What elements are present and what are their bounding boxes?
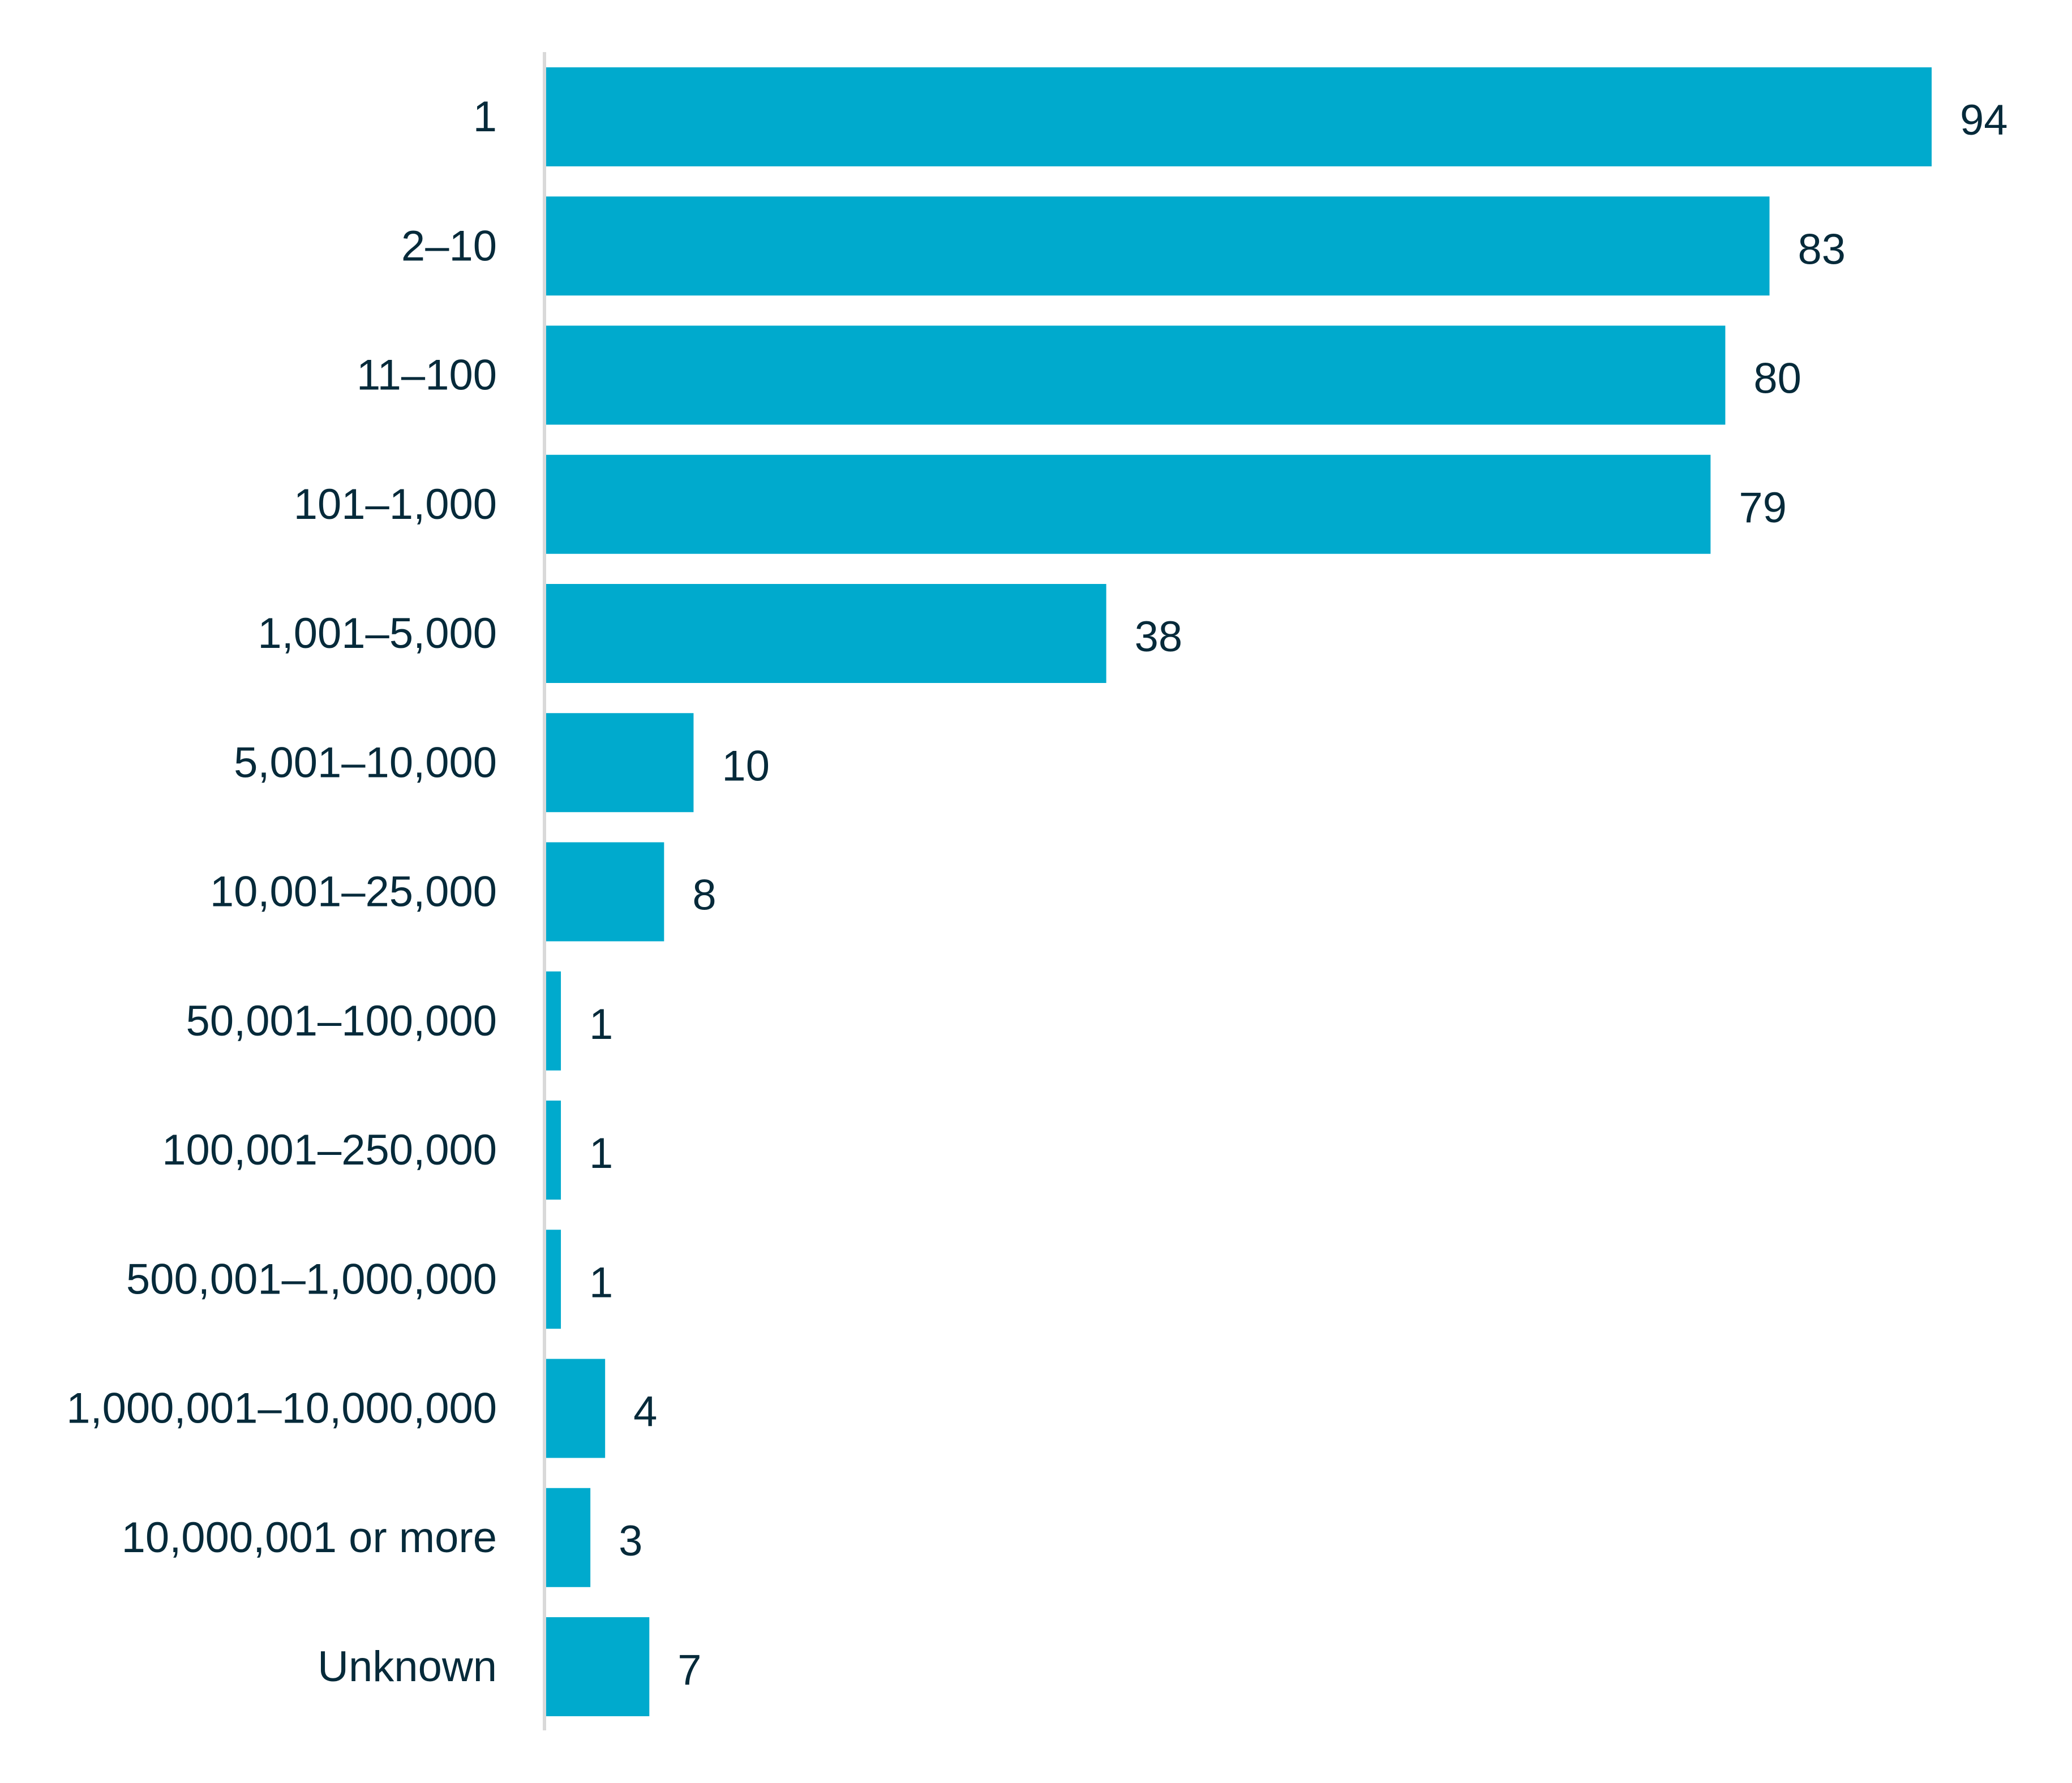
- value-label: 10: [722, 742, 770, 790]
- bar: [546, 1617, 650, 1716]
- value-label: 83: [1798, 225, 1846, 273]
- value-label: 4: [633, 1388, 657, 1436]
- value-label: 8: [692, 871, 716, 920]
- category-label: Unknown: [318, 1643, 497, 1691]
- category-label: 100,001–250,000: [162, 1126, 497, 1174]
- category-label: 5,001–10,000: [234, 738, 497, 787]
- value-label: 94: [1960, 96, 2008, 144]
- value-label: 38: [1135, 613, 1183, 661]
- category-label: 1,001–5,000: [258, 609, 497, 658]
- category-label: 1,000,001–10,000,000: [66, 1385, 497, 1433]
- bar: [546, 325, 1726, 425]
- value-label: 80: [1753, 355, 1801, 403]
- bar: [546, 1488, 591, 1587]
- value-labels: 94 83 80 79 38 10 8 1 1 1 4 3 7: [589, 96, 2008, 1694]
- bar: [546, 1101, 561, 1200]
- bar: [546, 842, 664, 942]
- bar: [546, 67, 1932, 166]
- value-label: 7: [677, 1646, 701, 1694]
- bars-group: [546, 67, 1932, 1716]
- bar: [546, 971, 561, 1071]
- bar: [546, 454, 1711, 554]
- value-label: 1: [589, 1258, 613, 1307]
- bar: [546, 1230, 561, 1329]
- category-label: 101–1,000: [294, 480, 497, 529]
- value-label: 1: [589, 1000, 613, 1049]
- value-label: 3: [619, 1517, 642, 1565]
- value-label: 1: [589, 1129, 613, 1178]
- bar: [546, 1359, 606, 1458]
- category-label: 10,000,001 or more: [122, 1514, 497, 1562]
- category-label: 50,001–100,000: [186, 997, 497, 1045]
- category-label: 500,001–1,000,000: [126, 1255, 497, 1303]
- bar: [546, 584, 1106, 683]
- value-label: 79: [1739, 484, 1787, 532]
- category-label: 11–100: [357, 351, 497, 399]
- category-labels: 1 2–10 11–100 101–1,000 1,001–5,000 5,001–10,…: [66, 93, 497, 1691]
- bar: [546, 196, 1770, 296]
- category-label: 1: [473, 93, 497, 141]
- category-label: 10,001–25,000: [210, 868, 497, 916]
- bar: [546, 713, 694, 813]
- category-label: 2–10: [401, 222, 497, 270]
